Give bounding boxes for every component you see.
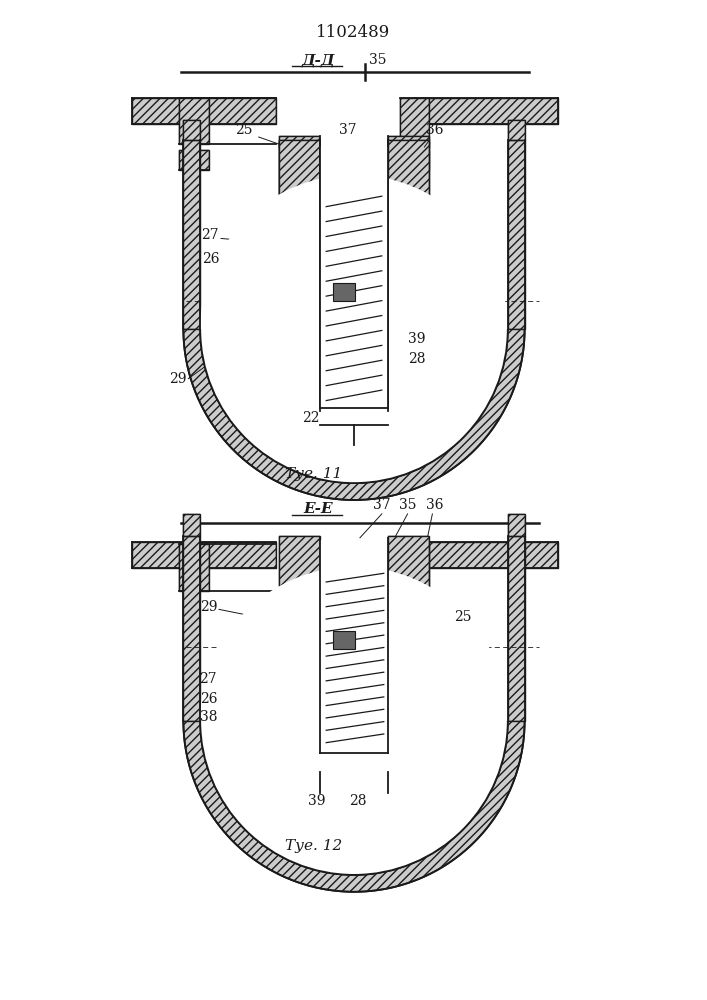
- Polygon shape: [508, 120, 525, 140]
- Bar: [320, 136, 387, 410]
- Polygon shape: [387, 136, 429, 148]
- Polygon shape: [387, 140, 429, 410]
- Circle shape: [200, 567, 508, 875]
- Polygon shape: [279, 140, 320, 410]
- Bar: [333, 631, 355, 649]
- Polygon shape: [132, 98, 276, 124]
- Text: Τуе. 12: Τуе. 12: [285, 839, 342, 853]
- Polygon shape: [399, 150, 429, 170]
- Polygon shape: [508, 140, 525, 329]
- Text: 39: 39: [407, 332, 425, 346]
- Text: Е-Е: Е-Е: [303, 502, 333, 516]
- Text: 28: 28: [349, 794, 367, 808]
- Polygon shape: [279, 755, 429, 772]
- Polygon shape: [183, 120, 200, 140]
- Polygon shape: [508, 514, 525, 536]
- Text: 35: 35: [369, 53, 387, 67]
- Polygon shape: [387, 142, 429, 410]
- Text: 22: 22: [302, 411, 319, 425]
- Text: 29: 29: [169, 372, 187, 386]
- Polygon shape: [279, 408, 429, 425]
- Bar: [333, 283, 355, 301]
- Polygon shape: [183, 721, 525, 892]
- Text: Τуе. 11: Τуе. 11: [285, 467, 342, 481]
- Polygon shape: [399, 98, 429, 144]
- Text: 25: 25: [454, 610, 472, 624]
- Polygon shape: [300, 735, 407, 755]
- Text: 28: 28: [407, 352, 425, 366]
- Polygon shape: [414, 542, 559, 568]
- Polygon shape: [183, 536, 200, 721]
- Text: 37: 37: [339, 123, 357, 137]
- Polygon shape: [180, 98, 209, 144]
- Text: 26: 26: [199, 692, 217, 706]
- Polygon shape: [183, 140, 200, 329]
- Polygon shape: [183, 329, 525, 500]
- Bar: [320, 147, 387, 408]
- Polygon shape: [279, 136, 320, 148]
- Polygon shape: [279, 142, 320, 410]
- Text: 26: 26: [201, 252, 219, 266]
- Text: 27: 27: [201, 228, 219, 242]
- Polygon shape: [180, 150, 209, 170]
- Text: 25: 25: [235, 123, 252, 137]
- Text: 39: 39: [308, 794, 325, 808]
- Text: 1102489: 1102489: [316, 24, 390, 41]
- Text: 27: 27: [199, 672, 217, 686]
- Polygon shape: [183, 514, 200, 536]
- Text: 38: 38: [199, 710, 217, 724]
- Text: 37: 37: [373, 498, 390, 512]
- Polygon shape: [180, 544, 209, 591]
- Polygon shape: [387, 536, 429, 757]
- Polygon shape: [279, 536, 320, 757]
- Polygon shape: [414, 98, 559, 124]
- Circle shape: [200, 175, 508, 483]
- Polygon shape: [132, 542, 276, 568]
- Text: 36: 36: [426, 123, 443, 137]
- Polygon shape: [399, 544, 429, 591]
- Bar: [320, 540, 387, 753]
- Polygon shape: [508, 536, 525, 721]
- Text: 35: 35: [399, 498, 416, 512]
- Text: Д-Д: Д-Д: [302, 53, 335, 67]
- Text: 29: 29: [199, 600, 217, 614]
- Text: 36: 36: [426, 498, 443, 512]
